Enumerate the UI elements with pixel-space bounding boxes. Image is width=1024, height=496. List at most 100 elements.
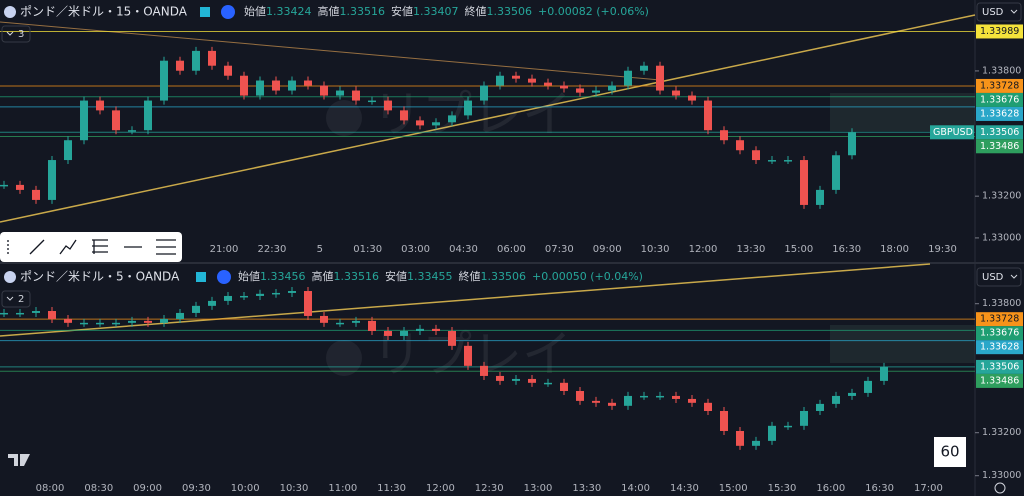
price-tag-bg [976, 125, 1023, 140]
candle [832, 395, 840, 404]
tool-trendline[interactable] [29, 239, 45, 255]
candle [816, 403, 824, 411]
ohlc-low: 1.33407 [413, 5, 459, 18]
replay-icon[interactable] [221, 5, 235, 19]
currency: USD [982, 7, 1004, 18]
candle [704, 100, 712, 131]
candle [768, 425, 776, 441]
candle [576, 390, 584, 401]
currency-button[interactable] [976, 267, 1022, 287]
ohlc-change: +0.00050 (+0.04%) [532, 270, 643, 283]
candle [192, 50, 200, 71]
candle [800, 410, 808, 426]
y-tick-label: 1.33000 [982, 470, 1021, 481]
flag-icon[interactable] [196, 272, 206, 282]
x-tick-label: 10:30 [641, 244, 670, 255]
x-tick-label: 07:30 [545, 244, 574, 255]
symbol-flag [4, 6, 16, 18]
candle [320, 315, 328, 323]
candle [464, 345, 472, 366]
candle [256, 293, 264, 296]
tool-fib[interactable] [92, 239, 108, 254]
candle [336, 90, 344, 96]
zone-box [830, 325, 975, 363]
price-tag: 1.33728 [980, 80, 1019, 91]
chevron [6, 31, 14, 36]
logo[interactable] [8, 454, 30, 466]
ohlc-high-label: 高値 [318, 4, 340, 18]
ohlc-open-label: 始値 [244, 4, 266, 18]
candle [32, 311, 40, 313]
candle [656, 65, 664, 91]
currency: USD [982, 272, 1004, 283]
candle [384, 100, 392, 111]
x-tick-label: 09:30 [182, 483, 211, 494]
candle [112, 110, 120, 131]
candle [208, 50, 216, 66]
x-tick-label: 15:00 [784, 244, 813, 255]
flag-icon[interactable] [200, 7, 210, 17]
candle [160, 60, 168, 101]
candle [48, 311, 56, 319]
candle [544, 382, 552, 385]
candle [736, 430, 744, 446]
candle [784, 160, 792, 162]
candle [560, 85, 568, 89]
drawing-toolbar[interactable] [0, 232, 182, 262]
x-tick-label: 09:00 [593, 244, 622, 255]
settings-icon[interactable] [994, 482, 1006, 494]
price-tag-bg [976, 106, 1023, 121]
x-tick-label: 14:00 [621, 483, 650, 494]
ohlc-high: 1.33516 [334, 270, 380, 283]
zone-box [830, 93, 975, 131]
candle [496, 75, 504, 86]
candle [464, 100, 472, 116]
price-tag: 1.33628 [980, 342, 1019, 353]
chevron [6, 296, 14, 301]
candle [0, 312, 8, 315]
candle [208, 300, 216, 306]
candle [144, 100, 152, 131]
ohlc-info: 始値1.33456 高値1.33516 安値1.33455 終値1.33506 +0.0… [238, 269, 643, 283]
candle [64, 140, 72, 161]
ohlc-close: 1.33506 [487, 5, 533, 18]
tool-lines[interactable] [156, 239, 176, 255]
currency-button[interactable] [976, 2, 1022, 22]
tool-path[interactable] [59, 239, 77, 255]
candle [176, 312, 184, 319]
candle [880, 366, 888, 381]
x-tick-label: 16:00 [816, 483, 845, 494]
candle [240, 295, 248, 298]
price-tag-bg [976, 340, 1023, 355]
candle [256, 80, 264, 96]
candle [528, 78, 536, 83]
candle [624, 395, 632, 406]
candle [640, 395, 648, 398]
chevron [1010, 274, 1018, 279]
symbol-tag-bg [930, 125, 974, 140]
candle [432, 328, 440, 332]
x-tick-label: 10:00 [231, 483, 260, 494]
x-tick-label: 12:00 [426, 483, 455, 494]
indicator-toggle[interactable] [1, 25, 31, 43]
candle [224, 65, 232, 76]
x-tick-label: 18:00 [880, 244, 909, 255]
candle [304, 80, 312, 86]
candle [640, 65, 648, 71]
x-tick-label: 13:30 [736, 244, 765, 255]
price-tag: 1.33628 [980, 108, 1019, 119]
price-tag-bg [976, 312, 1023, 327]
replay-icon[interactable] [217, 270, 231, 284]
x-tick-label: 08:00 [36, 483, 65, 494]
candle [336, 322, 344, 325]
price-tag-bg [976, 359, 1023, 374]
candle [848, 392, 856, 396]
candle [848, 132, 856, 156]
indicator-toggle[interactable] [1, 290, 31, 308]
indicator-count: 2 [18, 294, 24, 305]
candle [816, 189, 824, 205]
x-tick-label: 15:00 [719, 483, 748, 494]
candle [768, 160, 776, 162]
